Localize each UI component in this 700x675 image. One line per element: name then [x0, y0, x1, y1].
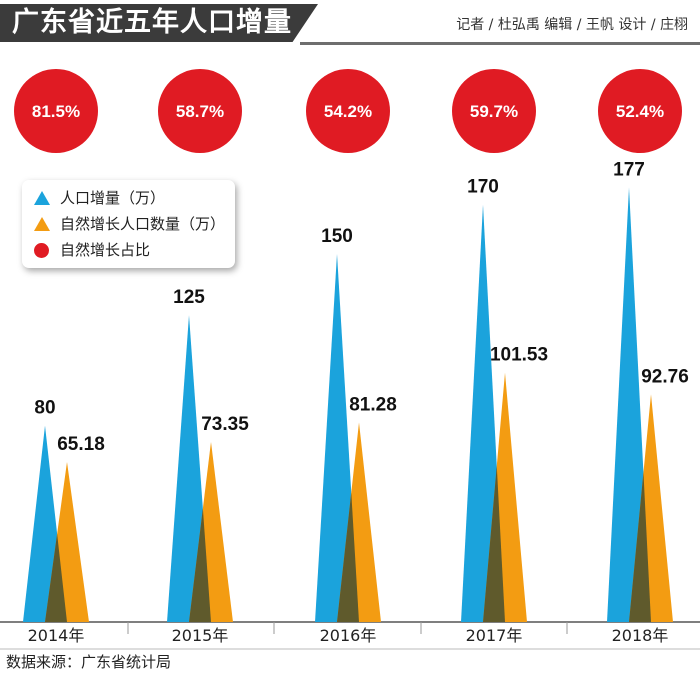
- overlap-shadow: [337, 492, 359, 622]
- population-increase-value-label: 170: [467, 177, 499, 198]
- chart-title: 广东省近五年人口增量: [12, 7, 292, 38]
- overlap-shadow: [45, 533, 67, 622]
- legend-item-natural-increase: 自然增长人口数量（万）: [32, 212, 225, 236]
- orange-triangle-icon: [32, 216, 54, 232]
- natural-increase-value-label: 81.28: [349, 394, 397, 415]
- ratio-circle: [306, 69, 390, 153]
- legend-item-population-increase: 人口增量（万）: [32, 186, 165, 210]
- ratio-circle: [14, 69, 98, 153]
- credits: 记者 / 杜弘禹 编辑 / 王帆 设计 / 庄栩: [456, 17, 688, 33]
- overlap-shadow: [483, 465, 505, 622]
- population-increase-value-label: 177: [613, 159, 645, 180]
- red-circle-icon: [32, 242, 54, 258]
- population-increase-value-label: 150: [321, 226, 353, 247]
- header-rule: [300, 42, 700, 45]
- ratio-label: 58.7%: [176, 102, 224, 121]
- header: 广东省近五年人口增量 记者 / 杜弘禹 编辑 / 王帆 设计 / 庄栩: [0, 0, 700, 45]
- ratio-circle: [452, 69, 536, 153]
- ratio-label: 52.4%: [616, 102, 664, 121]
- ratio-label: 59.7%: [470, 102, 518, 121]
- population-increase-value-label: 80: [34, 398, 55, 419]
- natural-increase-value-label: 101.53: [490, 345, 548, 366]
- legend-label: 自然增长占比: [60, 241, 151, 259]
- ratio-circle: [598, 69, 682, 153]
- x-tick-label: 2016年: [320, 626, 377, 645]
- x-tick-label: 2014年: [28, 626, 85, 645]
- blue-triangle-icon: [32, 190, 54, 206]
- x-tick-label: 2015年: [172, 626, 229, 645]
- data-source: 数据来源：广东省统计局: [6, 653, 172, 671]
- overlap-shadow: [629, 472, 651, 622]
- title-banner: 广东省近五年人口增量: [0, 4, 318, 42]
- legend-label: 人口增量（万）: [60, 189, 166, 207]
- x-tick-label: 2017年: [466, 626, 523, 645]
- legend: 人口增量（万） 自然增长人口数量（万） 自然增长占比: [22, 180, 235, 268]
- ratio-label: 81.5%: [32, 102, 80, 121]
- x-tick-label: 2018年: [612, 626, 669, 645]
- ratio-label: 54.2%: [324, 102, 372, 121]
- population-increase-value-label: 125: [173, 287, 205, 308]
- natural-increase-value-label: 73.35: [201, 414, 249, 435]
- natural-increase-value-label: 65.18: [57, 434, 105, 455]
- legend-label: 自然增长人口数量（万）: [60, 215, 226, 233]
- natural-increase-value-label: 92.76: [641, 366, 689, 387]
- legend-item-natural-ratio: 自然增长占比: [32, 238, 150, 262]
- ratio-circle: [158, 69, 242, 153]
- overlap-shadow: [189, 508, 211, 622]
